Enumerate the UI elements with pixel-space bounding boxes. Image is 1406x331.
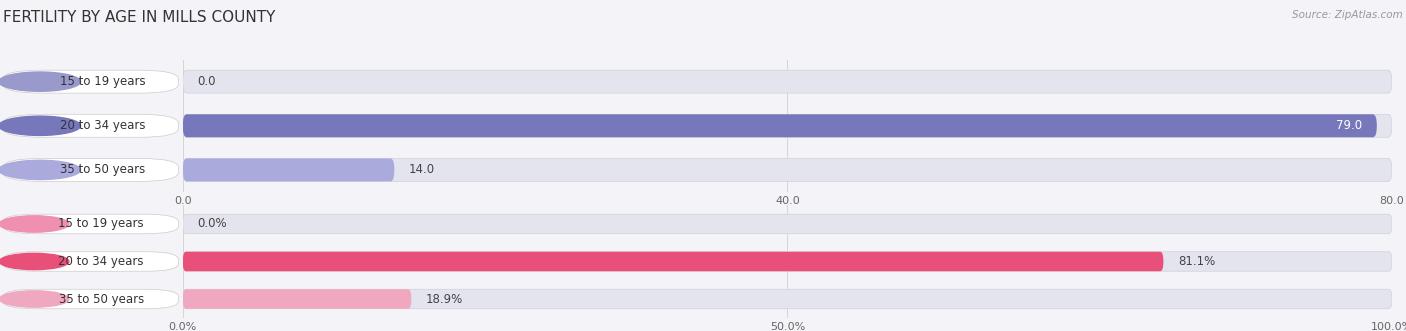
Text: 0.0: 0.0 [197,75,215,88]
Text: 14.0: 14.0 [409,164,434,176]
FancyBboxPatch shape [183,114,1376,137]
Text: 20 to 34 years: 20 to 34 years [60,119,146,132]
FancyBboxPatch shape [183,289,1392,309]
Text: FERTILITY BY AGE IN MILLS COUNTY: FERTILITY BY AGE IN MILLS COUNTY [3,10,276,25]
FancyBboxPatch shape [183,159,1392,181]
FancyBboxPatch shape [183,289,412,309]
Text: 81.1%: 81.1% [1178,255,1215,268]
Text: 35 to 50 years: 35 to 50 years [59,293,143,306]
FancyBboxPatch shape [183,214,1392,234]
FancyBboxPatch shape [183,252,1163,271]
FancyBboxPatch shape [183,114,1392,137]
Text: 15 to 19 years: 15 to 19 years [60,75,146,88]
Text: 79.0: 79.0 [1336,119,1362,132]
Text: 35 to 50 years: 35 to 50 years [60,164,146,176]
Text: 20 to 34 years: 20 to 34 years [59,255,143,268]
Text: 18.9%: 18.9% [426,293,463,306]
Text: 0.0%: 0.0% [197,217,226,230]
FancyBboxPatch shape [183,252,1392,271]
Text: 15 to 19 years: 15 to 19 years [58,217,143,230]
FancyBboxPatch shape [183,70,1392,93]
FancyBboxPatch shape [183,159,394,181]
Text: Source: ZipAtlas.com: Source: ZipAtlas.com [1292,10,1403,20]
